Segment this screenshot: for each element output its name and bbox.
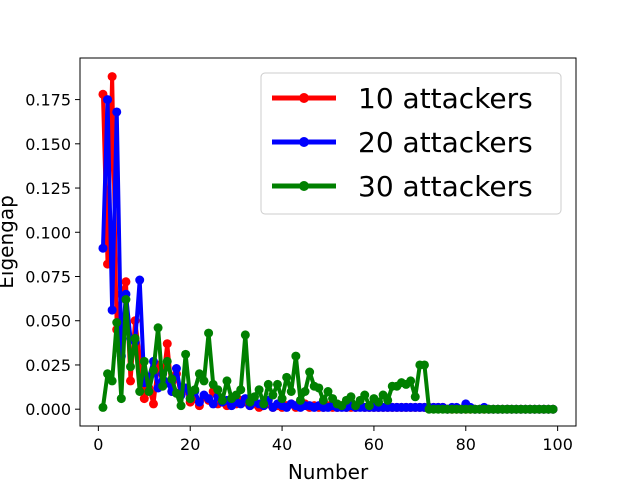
legend: 10 attackers 20 attackers 30 attackers	[260, 72, 562, 215]
data-point-s3-38	[268, 390, 278, 400]
data-point-s3-16	[167, 374, 177, 384]
x-tick-label-1: 0	[93, 435, 103, 454]
data-point-s3-68	[406, 376, 416, 386]
data-point-s3-5	[116, 394, 126, 404]
data-point-s3-35	[254, 385, 264, 395]
data-point-s3-1	[98, 402, 108, 412]
data-point-s1-10	[139, 394, 149, 404]
data-point-s2-1	[98, 243, 108, 253]
data-point-s3-46	[305, 367, 315, 377]
data-point-s3-15	[162, 356, 172, 366]
data-point-s3-9	[135, 387, 145, 396]
legend-label-1: 10 attackers	[358, 82, 533, 115]
data-point-s3-24	[204, 328, 214, 338]
data-point-s3-50	[323, 387, 333, 396]
data-point-s2-3	[107, 305, 117, 315]
y-tick-label-1: 0.000	[25, 400, 71, 419]
data-point-s3-7	[126, 362, 136, 372]
data-point-s3-6	[121, 295, 131, 304]
data-point-s3-58	[360, 390, 370, 400]
legend-label-2: 20 attackers	[358, 126, 533, 159]
y-axis-label: Eigengap	[0, 195, 18, 289]
legend-marker-1	[299, 93, 309, 103]
data-point-s3-55	[346, 392, 356, 402]
data-point-s3-3	[107, 376, 117, 386]
legend-label-3: 30 attackers	[358, 170, 533, 203]
data-point-s3-22	[194, 369, 204, 379]
data-point-s3-44	[295, 395, 305, 405]
data-point-s1-6	[121, 277, 131, 287]
data-point-s3-14	[158, 381, 168, 391]
data-point-s3-12	[148, 365, 158, 375]
data-point-s3-45	[300, 387, 310, 396]
y-tick-label-4: 0.075	[25, 268, 71, 287]
data-point-s2-9	[135, 275, 145, 285]
data-point-s3-26	[213, 385, 223, 395]
y-tick-label-5: 0.100	[25, 223, 71, 242]
data-point-s3-11	[144, 387, 154, 396]
data-point-s3-40	[277, 394, 287, 404]
data-point-s3-31	[236, 385, 246, 395]
data-point-s1-12	[148, 399, 158, 409]
data-point-s3-2	[103, 369, 113, 379]
y-tick-label-7: 0.150	[25, 135, 71, 154]
data-point-s1-7	[126, 376, 136, 386]
data-point-s3-39	[272, 379, 282, 389]
x-tick-label-2: 20	[180, 435, 200, 454]
legend-marker-2	[299, 137, 309, 147]
data-point-s3-19	[181, 349, 191, 359]
data-point-s2-17	[171, 364, 181, 373]
series-layer	[98, 72, 558, 414]
plot-frame	[79, 57, 577, 427]
data-point-s2-2	[103, 95, 113, 105]
data-point-s3-42	[286, 387, 296, 396]
x-tick-label-4: 60	[364, 435, 384, 454]
data-point-s3-23	[199, 376, 209, 386]
data-point-s3-36	[259, 399, 269, 409]
data-point-s2-4	[112, 107, 122, 117]
data-point-s3-10	[139, 356, 149, 366]
data-point-s3-34	[250, 392, 260, 402]
data-point-s3-21	[190, 385, 200, 395]
data-point-s2-22	[194, 397, 204, 407]
data-point-s2-25	[208, 399, 218, 409]
x-tick-label-6: 100	[542, 435, 573, 454]
x-tick-label-5: 80	[456, 435, 476, 454]
x-axis-label: Number	[288, 460, 369, 480]
data-point-s1-15	[162, 339, 172, 349]
data-point-s3-61	[374, 397, 384, 407]
y-tick-label-6: 0.125	[25, 179, 71, 198]
data-point-s3-4	[112, 318, 122, 327]
data-point-s3-41	[282, 372, 292, 382]
data-point-s3-17	[171, 388, 181, 398]
data-point-s3-43	[291, 351, 301, 361]
data-point-s3-69	[410, 392, 420, 402]
data-point-s3-20	[185, 394, 195, 404]
legend-box	[260, 72, 562, 215]
data-point-s3-48	[314, 383, 324, 393]
data-point-s3-59	[364, 401, 374, 411]
y-tick-label-2: 0.025	[25, 356, 71, 375]
data-point-s3-8	[130, 333, 140, 343]
data-point-s3-32	[240, 330, 250, 340]
data-point-s3-18	[176, 401, 186, 411]
data-point-s3-13	[153, 323, 163, 333]
data-point-s3-27	[217, 395, 227, 405]
data-point-s3-37	[263, 379, 273, 389]
data-point-s3-63	[383, 395, 393, 405]
data-point-s3-49	[318, 395, 328, 405]
y-tick-label-8: 0.175	[25, 91, 71, 110]
data-point-s3-71	[419, 360, 429, 370]
axes-layer: 0 20 40 60 80 100 0.000 0.025 0.050 0.075 0.100 0.1…	[0, 57, 577, 484]
y-tick-label-3: 0.050	[25, 312, 71, 331]
data-point-s1-3	[107, 72, 117, 82]
x-tick-label-3: 40	[272, 435, 292, 454]
data-point-s3-28	[222, 376, 232, 386]
data-point-s3-99	[548, 404, 558, 414]
series-3	[98, 295, 558, 414]
legend-marker-3	[299, 181, 309, 191]
